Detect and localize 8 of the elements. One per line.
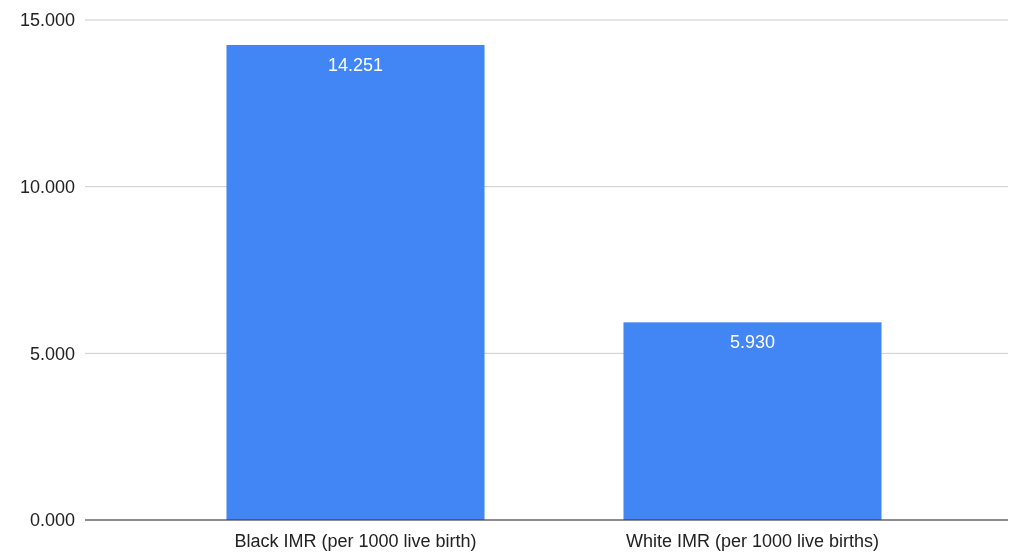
- y-tick-label: 15.000: [19, 10, 75, 31]
- y-tick-label: 5.000: [29, 343, 75, 364]
- x-tick-label: White IMR (per 1000 live births): [625, 530, 880, 551]
- y-tick-label: 0.000: [29, 510, 75, 531]
- data-label: 5.930: [729, 332, 776, 353]
- data-label: 14.251: [327, 54, 384, 75]
- y-tick-label: 10.000: [19, 176, 75, 197]
- x-tick-label: Black IMR (per 1000 live birth): [234, 530, 477, 551]
